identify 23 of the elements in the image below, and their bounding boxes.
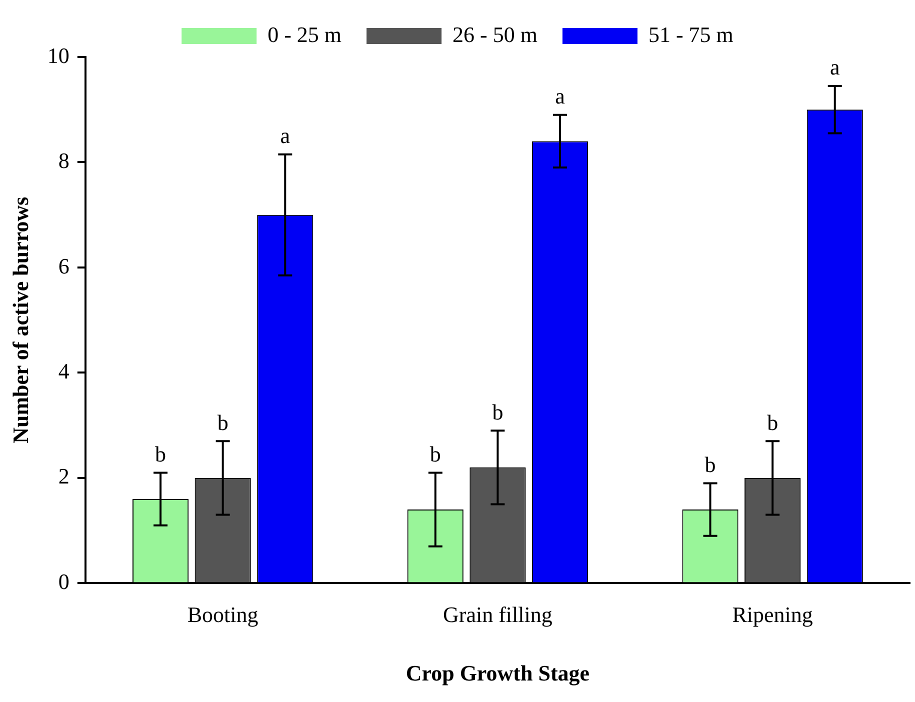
y-axis-title: Number of active burrows [8, 196, 33, 444]
x-axis-title: Crop Growth Stage [406, 660, 590, 686]
data-label: b [767, 410, 778, 435]
data-label: b [430, 441, 441, 466]
y-tick-label: 10 [47, 42, 70, 68]
x-tick-label: Grain filling [443, 602, 552, 628]
legend-label: 0 - 25 m [268, 22, 342, 47]
data-label: b [155, 441, 166, 466]
data-label: a [280, 123, 290, 148]
data-label: b [704, 452, 716, 478]
y-tick-label: 8 [58, 148, 70, 174]
data-label: a [830, 54, 840, 80]
y-tick-label: 4 [58, 358, 70, 384]
x-tick-label: Booting [187, 602, 258, 628]
y-tick-label: 0 [58, 568, 70, 594]
legend-label: 51 - 75 m [648, 22, 734, 47]
legend-label: 26 - 50 m [452, 22, 538, 47]
y-tick-label: 2 [58, 464, 70, 489]
y-tick-label: 6 [58, 253, 70, 278]
x-tick-label: Ripening [732, 602, 813, 628]
data-label: a [555, 84, 566, 109]
data-label: b [217, 410, 228, 435]
data-label: b [492, 399, 504, 424]
